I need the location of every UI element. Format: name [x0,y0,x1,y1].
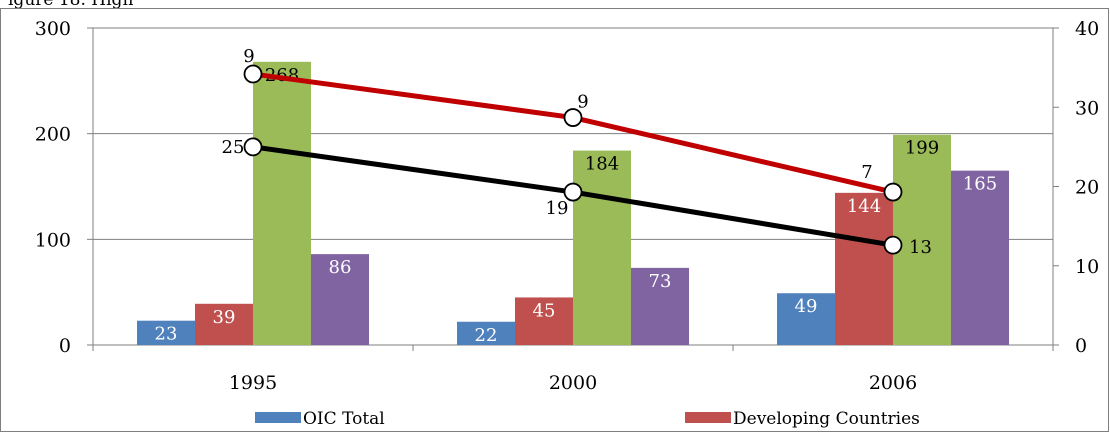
bar-data-label: 86 [329,257,352,278]
left-tick-label: 0 [59,335,71,357]
line-marker [563,182,583,202]
line-marker [883,182,903,202]
bar-data-label: 39 [213,307,236,328]
line-data-label: 19 [546,198,569,219]
x-tick-label: 1995 [229,372,277,394]
bar [311,254,369,345]
bar-data-label: 144 [847,196,881,217]
line-marker [563,108,583,127]
bar [457,321,515,345]
bar-data-label: 73 [649,271,672,292]
left-tick-label: 300 [35,18,71,40]
x-tick-label: 2006 [869,372,917,394]
right-tick-label: 0 [1075,335,1087,357]
chart-title-fragment: igure 18. High [8,0,133,10]
line-data-label: 7 [861,162,872,183]
bar [631,267,689,345]
right-tick-label: 40 [1075,18,1099,40]
bar [951,170,1009,345]
right-tick-label: 30 [1075,97,1099,119]
left-axis-ticks: 0 100 200 300 [35,18,71,357]
bar [195,303,253,345]
line-series [243,64,903,255]
bar [573,150,631,345]
left-tick-label: 200 [35,124,71,146]
line-data-labels: 9 9 7 25 19 13 [222,46,932,258]
bar [515,297,573,345]
bar-data-label: 184 [585,154,619,175]
bar-data-label: 22 [475,325,498,346]
line-data-label: 13 [909,237,932,258]
legend-swatch [685,412,731,423]
right-tick-label: 20 [1075,177,1099,199]
bar-series [137,61,1009,346]
right-tick-label: 10 [1075,256,1099,278]
x-axis-ticks: 1995 2000 2006 [229,372,917,394]
right-axis-ticks: 0 10 20 30 40 [1075,18,1099,357]
bar [777,293,835,345]
left-tick-label: 100 [35,229,71,251]
bar [835,192,893,345]
legend: OIC Total Developing Countries [255,409,920,429]
line-data-label: 9 [243,46,254,67]
bar [253,61,311,346]
line-marker [243,64,263,84]
line-data-label: 9 [577,92,588,113]
line-marker [243,137,263,157]
line-data-label: 25 [222,137,245,158]
x-tick-label: 2000 [549,372,597,394]
bar-data-label: 49 [795,296,818,317]
legend-swatch [255,412,301,423]
bar [137,320,195,345]
legend-label: Developing Countries [733,409,920,429]
bar-data-label: 199 [905,138,939,159]
line-marker [883,235,903,255]
bar-data-label: 23 [155,324,178,345]
bar [893,134,951,345]
legend-label: OIC Total [303,409,385,429]
bar-data-label: 165 [963,174,997,195]
bar-data-label: 45 [533,300,556,321]
